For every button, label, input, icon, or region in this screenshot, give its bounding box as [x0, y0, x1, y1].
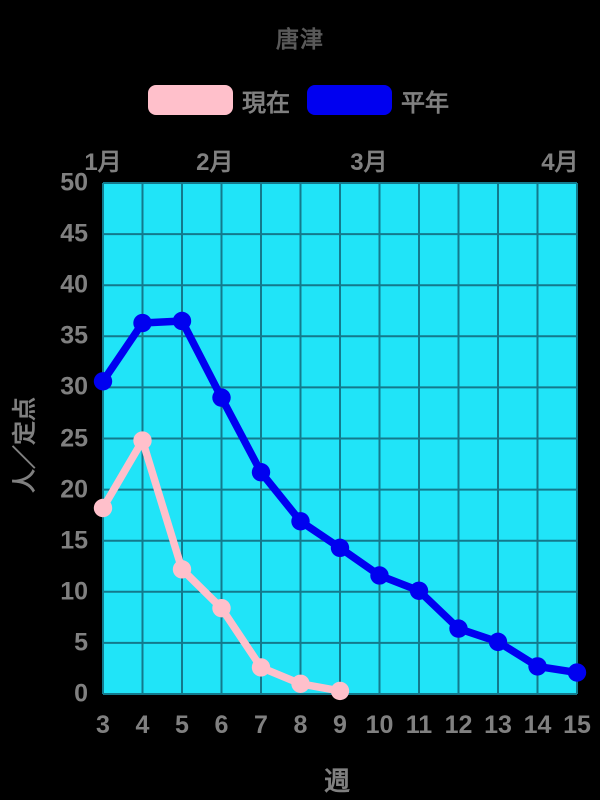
x-axis-label: 週	[323, 766, 351, 796]
data-point-平年	[488, 632, 508, 652]
data-point-平年	[449, 619, 468, 638]
data-point-平年	[212, 388, 231, 407]
data-point-平年	[133, 313, 152, 333]
data-point-平年	[370, 566, 389, 585]
legend-label-average: 平年	[401, 89, 449, 117]
data-point-現在	[133, 431, 152, 450]
data-point-平年	[172, 311, 192, 331]
legend-label-current: 現在	[242, 89, 290, 117]
data-point-現在	[291, 674, 310, 693]
legend-item-current: 現在	[148, 85, 290, 117]
data-point-平年	[251, 463, 271, 482]
legend-swatch-average	[307, 85, 392, 115]
data-point-平年	[330, 538, 350, 558]
data-point-現在	[330, 681, 350, 701]
data-point-現在	[93, 498, 113, 518]
data-point-平年	[409, 581, 429, 600]
data-point-平年	[528, 657, 547, 676]
data-point-平年	[291, 512, 310, 531]
data-point-平年	[93, 372, 113, 391]
chart-title: 唐津	[276, 26, 324, 52]
data-point-平年	[567, 663, 587, 682]
data-point-現在	[172, 560, 192, 579]
data-point-現在	[251, 658, 271, 677]
data-point-現在	[212, 598, 231, 618]
legend-item-average: 平年	[307, 85, 449, 117]
legend-swatch-current	[148, 85, 233, 115]
